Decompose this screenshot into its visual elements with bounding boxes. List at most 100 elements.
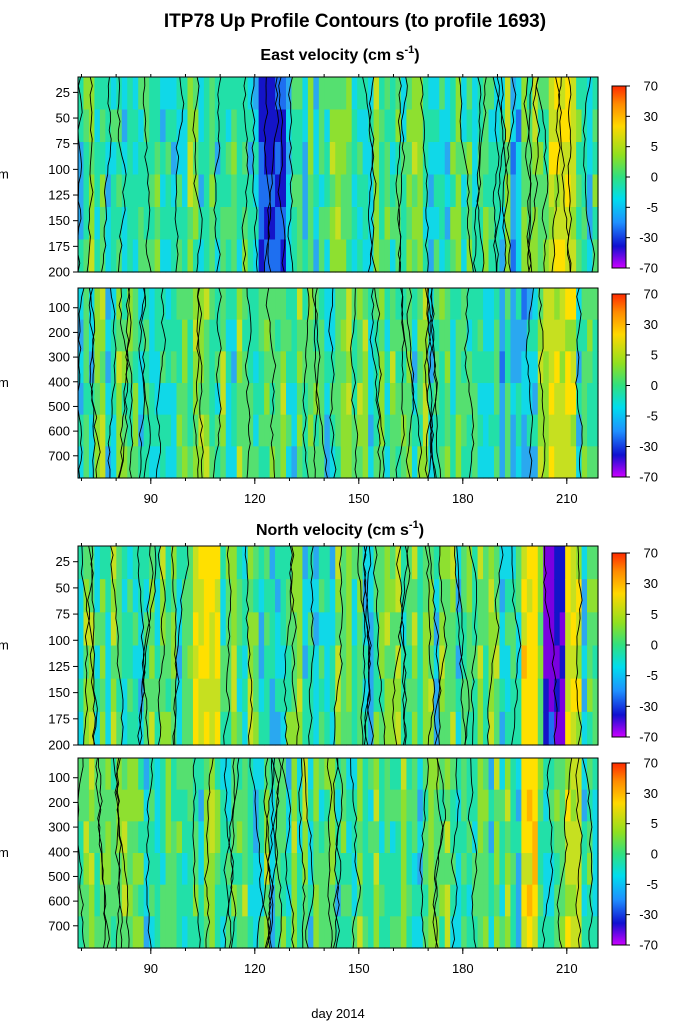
heatmap-cell	[242, 383, 249, 416]
heatmap-cell	[335, 142, 342, 176]
heatmap-cell	[346, 853, 353, 886]
heatmap-cell	[318, 174, 325, 208]
heatmap-cell	[258, 351, 265, 384]
heatmap-cell	[548, 789, 555, 822]
heatmap-cell	[548, 351, 555, 384]
heatmap-cell	[581, 239, 588, 273]
contour-line	[174, 545, 190, 746]
heatmap-cell	[143, 351, 150, 384]
heatmap-cell	[433, 645, 440, 680]
heatmap-cell	[346, 711, 353, 746]
heatmap-cell	[160, 446, 167, 479]
heatmap-cell	[187, 711, 194, 746]
heatmap-cell	[99, 288, 106, 321]
heatmap-cell	[176, 174, 183, 208]
contour-line	[432, 757, 446, 949]
x-tick-label: 120	[244, 491, 266, 506]
heatmap-cell	[258, 546, 265, 580]
heatmap-cell	[275, 109, 282, 143]
heatmap-cell	[121, 789, 128, 822]
heatmap-cell	[532, 546, 539, 580]
heatmap-cell	[477, 645, 484, 680]
heatmap-cell	[411, 645, 418, 680]
heatmap-cell	[187, 383, 194, 416]
heatmap-cell	[587, 288, 594, 321]
heatmap-cell	[143, 789, 150, 822]
heatmap-cell	[280, 579, 287, 613]
heatmap-cell	[450, 351, 457, 384]
heatmap-cell	[526, 789, 533, 822]
heatmap-cell	[351, 711, 358, 746]
heatmap-cell	[488, 789, 495, 822]
heatmap-cell	[379, 789, 386, 822]
heatmap-cell	[236, 207, 243, 241]
heatmap-cell	[483, 142, 490, 176]
y-tick-label: 300	[48, 820, 70, 835]
heatmap-cell	[537, 351, 544, 384]
heatmap-cell	[439, 612, 446, 647]
heatmap-cell	[99, 109, 106, 143]
heatmap-cell	[302, 678, 309, 713]
contour-line	[332, 757, 343, 949]
heatmap-cell	[340, 142, 347, 176]
heatmap-cell	[444, 711, 451, 746]
heatmap-cell	[258, 612, 265, 647]
contour-line	[223, 757, 236, 949]
heatmap-cell	[149, 884, 156, 917]
heatmap-cell	[286, 142, 293, 176]
heatmap-cell	[570, 821, 577, 854]
heatmap-cell	[521, 884, 528, 917]
heatmap-cell	[220, 446, 227, 479]
heatmap-cell	[565, 645, 572, 680]
heatmap-cell	[253, 546, 260, 580]
heatmap-cell	[192, 207, 200, 241]
heatmap-cell	[143, 853, 150, 886]
heatmap-cell	[258, 758, 265, 791]
heatmap-cell	[154, 711, 161, 746]
heatmap-cell	[258, 109, 265, 143]
colorbar	[611, 552, 627, 738]
heatmap-cell	[318, 821, 325, 854]
heatmap-cell	[176, 142, 183, 176]
heatmap-cell	[198, 109, 205, 143]
y-tick-label: 75	[56, 607, 70, 622]
heatmap-cell	[543, 678, 550, 713]
contour-line	[357, 545, 366, 746]
heatmap-cell	[280, 77, 287, 111]
heatmap-cell	[466, 853, 473, 886]
heatmap-cell	[510, 142, 517, 176]
heatmap-cell	[247, 288, 254, 321]
heatmap-cell	[280, 546, 287, 580]
heatmap-cell	[192, 142, 200, 176]
heatmap-cell	[138, 884, 145, 917]
heatmap-cell	[99, 916, 106, 949]
heatmap-cell	[346, 174, 353, 208]
heatmap-cell	[264, 174, 271, 208]
heatmap-cell	[302, 319, 309, 352]
heatmap-cell	[324, 319, 331, 352]
heatmap-cell	[543, 853, 550, 886]
heatmap-cell	[494, 546, 501, 580]
heatmap-cell	[280, 645, 287, 680]
heatmap-cell	[439, 678, 446, 713]
contour-line	[196, 287, 204, 479]
heatmap-cell	[411, 758, 418, 791]
heatmap-cell	[192, 546, 200, 580]
heatmap-cell	[483, 239, 490, 273]
heatmap-cell	[192, 319, 200, 352]
heatmap-cell	[488, 546, 495, 580]
heatmap-cell	[587, 758, 594, 791]
heatmap-cell	[318, 383, 325, 416]
heatmap-cell	[203, 579, 210, 613]
heatmap-cell	[154, 758, 161, 791]
heatmap-cell	[258, 645, 265, 680]
heatmap-cell	[176, 239, 183, 273]
heatmap-cell	[581, 884, 588, 917]
heatmap-cell	[318, 319, 325, 352]
heatmap-cell	[99, 446, 106, 479]
heatmap-cell	[433, 109, 440, 143]
heatmap-cell	[165, 612, 172, 647]
heatmap-cell	[247, 579, 254, 613]
heatmap-cell	[515, 383, 522, 416]
heatmap-cell	[280, 319, 287, 352]
